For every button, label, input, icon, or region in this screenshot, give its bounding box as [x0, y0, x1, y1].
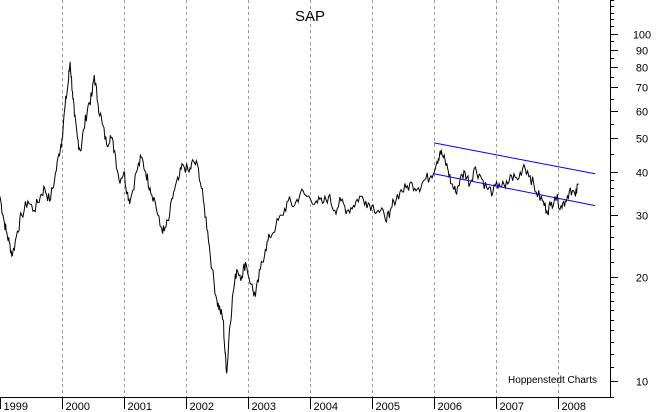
x-tick-label: 2006	[438, 401, 462, 412]
x-tick-label: 2002	[190, 401, 214, 412]
x-tick-label: 2008	[562, 401, 586, 412]
x-tick-label: 2005	[376, 401, 400, 412]
x-tick-label: 2004	[314, 401, 338, 412]
y-tick-label: 50	[636, 134, 648, 146]
x-tick-label: 2007	[500, 401, 524, 412]
y-tick-label: 30	[636, 211, 648, 223]
x-tick-label: 1999	[4, 401, 28, 412]
x-tick-label: 2003	[252, 401, 276, 412]
x-tick-label: 2000	[66, 401, 90, 412]
channel-lower-line	[433, 173, 596, 207]
y-tick-label: 60	[636, 107, 648, 119]
y-tick-label: 80	[636, 63, 648, 75]
y-tick-label: 100	[633, 30, 651, 42]
channel-upper-line	[433, 142, 596, 175]
chart-title: SAP	[295, 8, 325, 25]
y-tick-label: 70	[636, 83, 648, 95]
x-tick-label: 2001	[128, 401, 152, 412]
chart-credit: Hoppenstedt Charts	[508, 375, 597, 386]
y-tick-label: 40	[636, 168, 648, 180]
y-tick-label: 20	[636, 273, 648, 285]
series-layer	[0, 61, 596, 374]
price-line	[0, 61, 579, 374]
y-tick-label: 10	[636, 377, 648, 389]
y-tick-label: 90	[636, 46, 648, 58]
